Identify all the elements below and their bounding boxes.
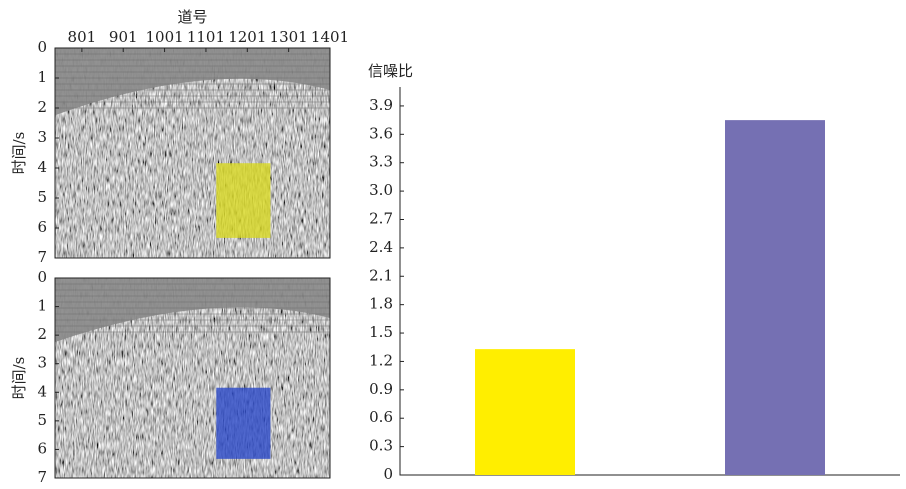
y-tick-label: 5 [37,411,47,429]
page: {"chart_data": [ {"type": "seismic", "ti… [0,0,906,489]
y-tick-label: 3 [37,128,47,146]
y-tick-label: 0 [383,465,393,483]
x-tick-label: 1401 [311,28,349,46]
y-tick-label: 7 [37,248,47,266]
highlight-region [216,388,270,459]
y-tick-label: 6 [37,439,47,457]
y-tick-label: 1 [37,297,47,315]
y-axis-label: 信噪比 [368,62,413,80]
bar [725,120,825,475]
y-tick-label: 0 [37,268,47,286]
y-tick-label: 5 [37,188,47,206]
bar [475,349,575,475]
x-tick-label: 1001 [145,28,183,46]
y-tick-label: 2 [37,325,47,343]
y-tick-label: 0 [37,38,47,56]
highlight-region [216,163,270,238]
y-tick-label: 2.4 [369,238,393,256]
y-tick-label: 3 [37,354,47,372]
y-axis-label: 时间/s [10,132,28,175]
y-tick-label: 0.3 [369,437,393,455]
y-tick-label: 4 [37,382,47,400]
x-tick-label: 1101 [187,28,225,46]
panel-title: 道号 [177,8,207,26]
x-tick-label: 901 [109,28,138,46]
x-tick-label: 801 [68,28,97,46]
y-tick-label: 3.6 [369,124,393,142]
y-tick-label: 1 [37,68,47,86]
figure: 0 1 2 3 4 5 6 7 801 901 10011101120113011401 道号时间/s… [0,0,906,489]
y-tick-label: 3.0 [369,181,393,199]
y-tick-label: 7 [37,468,47,486]
y-tick-label: 3.3 [369,153,393,171]
x-tick-label: 1301 [270,28,308,46]
y-tick-label: 2 [37,98,47,116]
y-tick-label: 0.9 [369,380,393,398]
y-tick-label: 1.2 [369,351,393,369]
y-tick-label: 2.1 [369,266,393,284]
y-tick-label: 4 [37,158,47,176]
y-axis-label: 时间/s [10,357,28,400]
y-tick-label: 1.5 [369,323,393,341]
y-tick-label: 3.9 [369,96,393,114]
y-tick-label: 1.8 [369,295,393,313]
y-tick-label: 6 [37,218,47,236]
y-tick-label: 0.6 [369,408,393,426]
y-tick-label: 2.7 [369,209,393,227]
x-tick-label: 1201 [228,28,266,46]
